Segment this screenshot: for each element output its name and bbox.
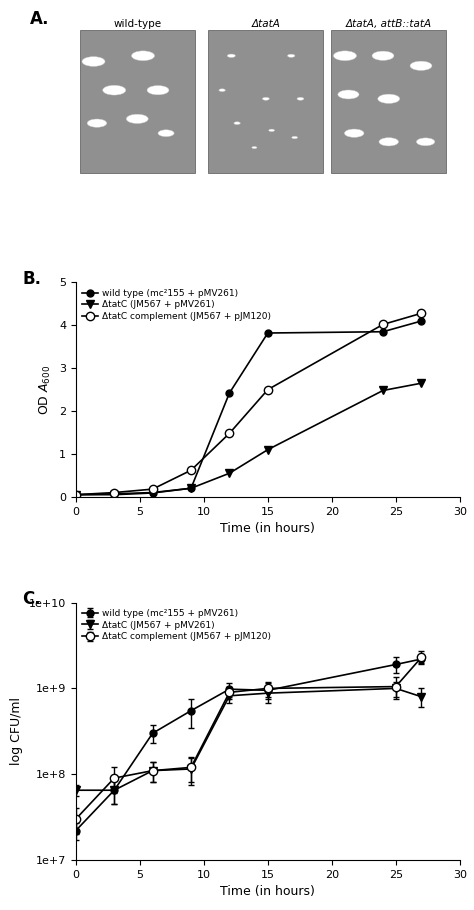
Circle shape [292,136,298,138]
ΔtatC (JM567 + pMV261) [73,490,79,501]
Circle shape [158,130,174,136]
Circle shape [234,122,240,125]
ΔtatC complement (JM567 + pJM120) [380,319,386,330]
ΔtatC complement (JM567 + pJM120) [265,384,271,395]
ΔtatC (JM567 + pMV261) [227,468,232,479]
Line: ΔtatC complement (JM567 + pJM120): ΔtatC complement (JM567 + pJM120) [72,309,426,499]
Circle shape [87,119,107,127]
Line: ΔtatC (JM567 + pMV261): ΔtatC (JM567 + pMV261) [72,379,426,499]
ΔtatC (JM567 + pMV261) [111,490,117,501]
ΔtatC complement (JM567 + pJM120) [419,308,424,318]
Circle shape [127,115,148,124]
ΔtatC complement (JM567 + pJM120) [188,465,194,476]
Circle shape [338,90,359,99]
Legend: wild type (mc²155 + pMV261), ΔtatC (JM567 + pMV261), ΔtatC complement (JM567 + p: wild type (mc²155 + pMV261), ΔtatC (JM56… [81,287,273,323]
Circle shape [378,94,400,104]
Bar [331,30,447,174]
wild type (mc²155 + pMV261) [419,316,424,327]
wild type (mc²155 + pMV261) [188,483,194,494]
Text: ΔtatA: ΔtatA [251,18,280,28]
Text: ΔtatA, attB::tatA: ΔtatA, attB::tatA [346,18,432,28]
ΔtatC complement (JM567 + pJM120) [111,487,117,498]
Circle shape [219,89,225,92]
ΔtatC (JM567 + pMV261) [150,488,155,499]
Circle shape [131,51,155,61]
Circle shape [252,147,257,148]
ΔtatC (JM567 + pMV261) [419,378,424,389]
Circle shape [416,138,435,146]
Legend: wild type (mc²155 + pMV261), ΔtatC (JM567 + pMV261), ΔtatC complement (JM567 + p: wild type (mc²155 + pMV261), ΔtatC (JM56… [81,607,273,643]
Circle shape [269,129,274,132]
Bar [80,30,195,174]
Circle shape [372,51,394,60]
Circle shape [379,137,399,146]
wild type (mc²155 + pMV261) [150,487,155,498]
Circle shape [263,97,269,100]
Bar [208,30,323,174]
Circle shape [147,86,169,95]
Text: C.: C. [22,590,41,608]
ΔtatC (JM567 + pMV261) [265,444,271,455]
Circle shape [297,97,304,100]
Circle shape [288,55,295,57]
X-axis label: Time (in hours): Time (in hours) [220,522,315,535]
ΔtatC (JM567 + pMV261) [188,483,194,494]
X-axis label: Time (in hours): Time (in hours) [220,885,315,898]
ΔtatC (JM567 + pMV261) [380,385,386,396]
Circle shape [410,61,432,70]
wild type (mc²155 + pMV261) [380,327,386,338]
ΔtatC complement (JM567 + pJM120) [73,490,79,501]
Circle shape [228,54,236,57]
Text: wild-type: wild-type [113,18,161,28]
wild type (mc²155 + pMV261) [227,388,232,399]
Circle shape [82,56,105,66]
Text: A.: A. [30,10,49,28]
Circle shape [334,51,356,61]
ΔtatC complement (JM567 + pJM120) [227,428,232,439]
ΔtatC complement (JM567 + pJM120) [150,483,155,494]
Circle shape [103,86,126,95]
wild type (mc²155 + pMV261) [73,490,79,501]
Y-axis label: log CFU/ml: log CFU/ml [10,697,23,765]
Line: wild type (mc²155 + pMV261): wild type (mc²155 + pMV261) [73,318,425,498]
wild type (mc²155 + pMV261) [111,489,117,500]
wild type (mc²155 + pMV261) [265,328,271,339]
Circle shape [345,129,364,137]
Y-axis label: OD $A_{600}$: OD $A_{600}$ [38,365,54,415]
Text: B.: B. [22,269,41,288]
